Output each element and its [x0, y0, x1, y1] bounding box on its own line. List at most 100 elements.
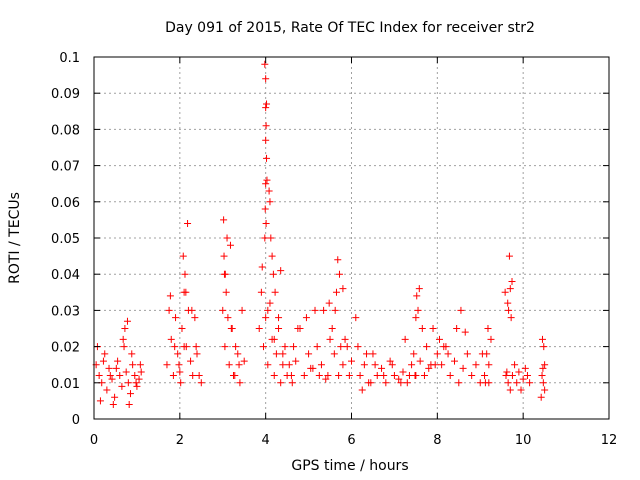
data-point: [390, 372, 398, 380]
data-point: [335, 372, 343, 380]
data-point: [226, 241, 234, 249]
y-tick-label: 0.08: [51, 123, 80, 138]
data-point: [177, 379, 185, 387]
data-point: [315, 372, 323, 380]
data-point: [121, 325, 129, 332]
data-point: [261, 234, 269, 242]
data-point: [369, 350, 377, 358]
data-point: [294, 325, 302, 332]
data-point: [337, 343, 345, 351]
data-point: [266, 198, 274, 206]
data-point: [262, 122, 270, 130]
data-point: [257, 288, 265, 296]
data-point: [114, 357, 122, 365]
data-point: [508, 277, 516, 285]
data-point: [163, 361, 171, 369]
data-point: [311, 306, 319, 314]
data-point: [197, 379, 205, 387]
data-point: [275, 325, 283, 332]
data-point: [330, 350, 338, 358]
data-point: [504, 379, 512, 387]
data-point: [541, 386, 549, 394]
data-point: [416, 357, 424, 365]
data-point: [378, 364, 386, 372]
data-point: [537, 393, 545, 401]
data-point: [305, 350, 313, 358]
data-point: [180, 343, 188, 351]
data-point: [541, 361, 549, 369]
data-point: [171, 343, 179, 351]
data-point: [268, 252, 276, 260]
data-point: [373, 372, 381, 380]
data-point: [136, 361, 144, 369]
data-point: [290, 343, 298, 351]
data-point: [485, 361, 493, 369]
data-point: [328, 325, 336, 332]
data-point: [269, 270, 277, 278]
data-point: [363, 350, 371, 358]
x-tick-label: 12: [601, 433, 618, 448]
data-point: [501, 288, 509, 296]
data-point: [348, 357, 355, 365]
data-point: [189, 372, 197, 380]
data-point: [334, 256, 342, 264]
data-point: [263, 176, 271, 184]
y-tick-label: 0: [72, 413, 80, 428]
data-point: [132, 379, 140, 387]
x-axis-label: GPS time / hours: [291, 458, 408, 474]
data-point: [302, 314, 310, 322]
data-point: [300, 372, 308, 380]
data-point: [451, 357, 458, 365]
data-point: [262, 136, 270, 144]
data-point: [188, 306, 196, 314]
data-point: [463, 350, 471, 358]
data-point: [313, 343, 321, 351]
data-point: [220, 252, 228, 260]
data-point: [431, 361, 439, 369]
data-point: [195, 372, 203, 380]
chart-title: Day 091 of 2015, Rate Of TEC Index for r…: [165, 20, 535, 36]
data-point: [511, 361, 519, 369]
data-point: [412, 314, 420, 322]
data-point: [503, 368, 511, 376]
data-point: [123, 317, 131, 325]
data-point: [236, 379, 244, 387]
data-point: [484, 325, 492, 332]
data-point: [131, 372, 139, 380]
data-point: [523, 372, 531, 380]
data-point: [262, 104, 270, 112]
data-point: [444, 350, 452, 358]
data-point: [271, 288, 279, 296]
data-point: [483, 350, 491, 358]
data-point: [435, 335, 443, 343]
data-point: [538, 335, 546, 343]
data-point: [425, 364, 433, 372]
data-point: [262, 220, 270, 228]
data-point: [420, 372, 428, 380]
data-point: [339, 285, 347, 293]
data-point: [307, 364, 315, 372]
data-point: [433, 350, 441, 358]
data-point: [472, 361, 480, 369]
data-point: [399, 368, 407, 376]
data-point: [446, 372, 454, 380]
data-point: [505, 306, 513, 314]
data-point: [265, 187, 273, 195]
data-point: [133, 382, 141, 390]
data-point: [382, 379, 390, 387]
data-point: [122, 368, 130, 376]
data-point: [167, 335, 175, 343]
data-point: [505, 252, 513, 260]
data-point: [267, 234, 275, 242]
data-point: [440, 343, 448, 351]
y-tick-label: 0.09: [51, 87, 80, 102]
data-point: [220, 270, 228, 278]
data-point: [504, 299, 512, 307]
data-point: [358, 386, 366, 394]
data-point: [487, 335, 495, 343]
data-point: [352, 314, 360, 322]
data-point: [96, 397, 104, 405]
data-point: [232, 343, 240, 351]
